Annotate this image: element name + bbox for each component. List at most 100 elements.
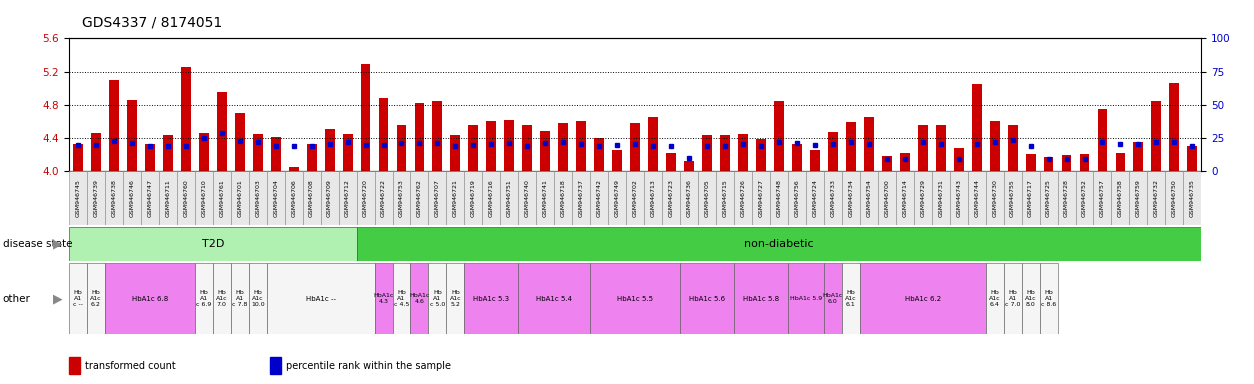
FancyBboxPatch shape bbox=[1184, 171, 1201, 225]
Text: GSM946702: GSM946702 bbox=[633, 179, 637, 217]
FancyBboxPatch shape bbox=[1003, 263, 1022, 334]
Bar bbox=[288, 167, 298, 171]
FancyBboxPatch shape bbox=[968, 171, 986, 225]
Text: GSM946730: GSM946730 bbox=[992, 179, 997, 217]
Text: Hb
A1
c 5.0: Hb A1 c 5.0 bbox=[430, 290, 445, 307]
FancyBboxPatch shape bbox=[626, 171, 645, 225]
Text: GSM946732: GSM946732 bbox=[1154, 179, 1159, 217]
FancyBboxPatch shape bbox=[752, 171, 770, 225]
Text: other: other bbox=[3, 293, 30, 304]
Bar bbox=[954, 148, 963, 171]
FancyBboxPatch shape bbox=[69, 263, 87, 334]
Text: GSM946736: GSM946736 bbox=[687, 179, 691, 217]
Text: transformed count: transformed count bbox=[85, 361, 176, 371]
Text: GSM946714: GSM946714 bbox=[903, 179, 907, 217]
Text: GSM946712: GSM946712 bbox=[345, 179, 350, 217]
FancyBboxPatch shape bbox=[1022, 263, 1040, 334]
Bar bbox=[487, 121, 497, 171]
Bar bbox=[415, 103, 424, 171]
Text: GSM946761: GSM946761 bbox=[219, 179, 224, 217]
Bar bbox=[577, 121, 586, 171]
Text: GSM946746: GSM946746 bbox=[129, 179, 134, 217]
FancyBboxPatch shape bbox=[518, 263, 591, 334]
Bar bbox=[1080, 154, 1090, 171]
Text: GSM946710: GSM946710 bbox=[202, 179, 206, 217]
FancyBboxPatch shape bbox=[248, 171, 267, 225]
Text: GSM946706: GSM946706 bbox=[291, 179, 296, 217]
Text: Hb
A1c
5.2: Hb A1c 5.2 bbox=[450, 290, 461, 307]
Bar bbox=[325, 129, 335, 171]
FancyBboxPatch shape bbox=[267, 171, 285, 225]
Bar bbox=[1170, 83, 1179, 171]
Bar bbox=[1134, 142, 1144, 171]
Text: non-diabetic: non-diabetic bbox=[744, 239, 814, 249]
Text: GSM946738: GSM946738 bbox=[112, 179, 117, 217]
Text: ▶: ▶ bbox=[53, 237, 63, 250]
Bar bbox=[73, 144, 83, 171]
Text: GSM946705: GSM946705 bbox=[705, 179, 710, 217]
Bar bbox=[540, 131, 551, 171]
Bar bbox=[1026, 154, 1036, 171]
Bar bbox=[199, 133, 208, 171]
FancyBboxPatch shape bbox=[375, 263, 393, 334]
FancyBboxPatch shape bbox=[464, 171, 483, 225]
Text: HbA1c
4.6: HbA1c 4.6 bbox=[409, 293, 430, 304]
Text: GSM946711: GSM946711 bbox=[166, 179, 171, 217]
FancyBboxPatch shape bbox=[285, 171, 302, 225]
FancyBboxPatch shape bbox=[680, 263, 734, 334]
FancyBboxPatch shape bbox=[806, 171, 824, 225]
Bar bbox=[685, 161, 693, 171]
FancyBboxPatch shape bbox=[159, 171, 177, 225]
Text: GSM946717: GSM946717 bbox=[1028, 179, 1033, 217]
Text: GSM946745: GSM946745 bbox=[75, 179, 80, 217]
FancyBboxPatch shape bbox=[1093, 171, 1111, 225]
FancyBboxPatch shape bbox=[69, 227, 356, 261]
Bar bbox=[989, 121, 999, 171]
FancyBboxPatch shape bbox=[788, 171, 806, 225]
Text: GSM946734: GSM946734 bbox=[849, 179, 853, 217]
Text: GSM946749: GSM946749 bbox=[614, 179, 619, 217]
FancyBboxPatch shape bbox=[248, 263, 267, 334]
FancyBboxPatch shape bbox=[572, 171, 591, 225]
Bar bbox=[379, 98, 389, 171]
Text: GSM946724: GSM946724 bbox=[813, 179, 818, 217]
Bar bbox=[523, 125, 532, 171]
FancyBboxPatch shape bbox=[446, 171, 464, 225]
Bar bbox=[450, 135, 460, 171]
Bar bbox=[720, 135, 730, 171]
Text: GSM946718: GSM946718 bbox=[561, 179, 566, 217]
Bar bbox=[1151, 101, 1161, 171]
Text: GSM946720: GSM946720 bbox=[364, 179, 367, 217]
FancyBboxPatch shape bbox=[680, 171, 698, 225]
Text: GSM946739: GSM946739 bbox=[94, 179, 98, 217]
Text: ▶: ▶ bbox=[53, 292, 63, 305]
Text: HbA1c
4.3: HbA1c 4.3 bbox=[374, 293, 394, 304]
Bar bbox=[864, 117, 874, 171]
FancyBboxPatch shape bbox=[213, 171, 231, 225]
Text: Hb
A1c
6.2: Hb A1c 6.2 bbox=[90, 290, 102, 307]
Text: GDS4337 / 8174051: GDS4337 / 8174051 bbox=[82, 15, 222, 29]
FancyBboxPatch shape bbox=[194, 263, 213, 334]
Bar bbox=[92, 133, 100, 171]
FancyBboxPatch shape bbox=[356, 171, 375, 225]
FancyBboxPatch shape bbox=[483, 171, 500, 225]
Bar bbox=[163, 135, 173, 171]
FancyBboxPatch shape bbox=[878, 171, 895, 225]
FancyBboxPatch shape bbox=[1040, 263, 1057, 334]
Text: GSM946752: GSM946752 bbox=[1082, 179, 1087, 217]
Text: GSM946762: GSM946762 bbox=[418, 179, 421, 217]
Bar bbox=[307, 144, 316, 171]
FancyBboxPatch shape bbox=[231, 171, 248, 225]
FancyBboxPatch shape bbox=[788, 263, 824, 334]
Text: GSM946747: GSM946747 bbox=[148, 179, 152, 217]
FancyBboxPatch shape bbox=[375, 171, 393, 225]
FancyBboxPatch shape bbox=[429, 263, 446, 334]
Text: GSM946721: GSM946721 bbox=[453, 179, 458, 217]
FancyBboxPatch shape bbox=[410, 171, 429, 225]
Bar bbox=[1097, 109, 1107, 171]
FancyBboxPatch shape bbox=[645, 171, 662, 225]
Text: GSM946756: GSM946756 bbox=[795, 179, 799, 217]
FancyBboxPatch shape bbox=[914, 171, 932, 225]
FancyBboxPatch shape bbox=[824, 263, 841, 334]
FancyBboxPatch shape bbox=[554, 171, 572, 225]
